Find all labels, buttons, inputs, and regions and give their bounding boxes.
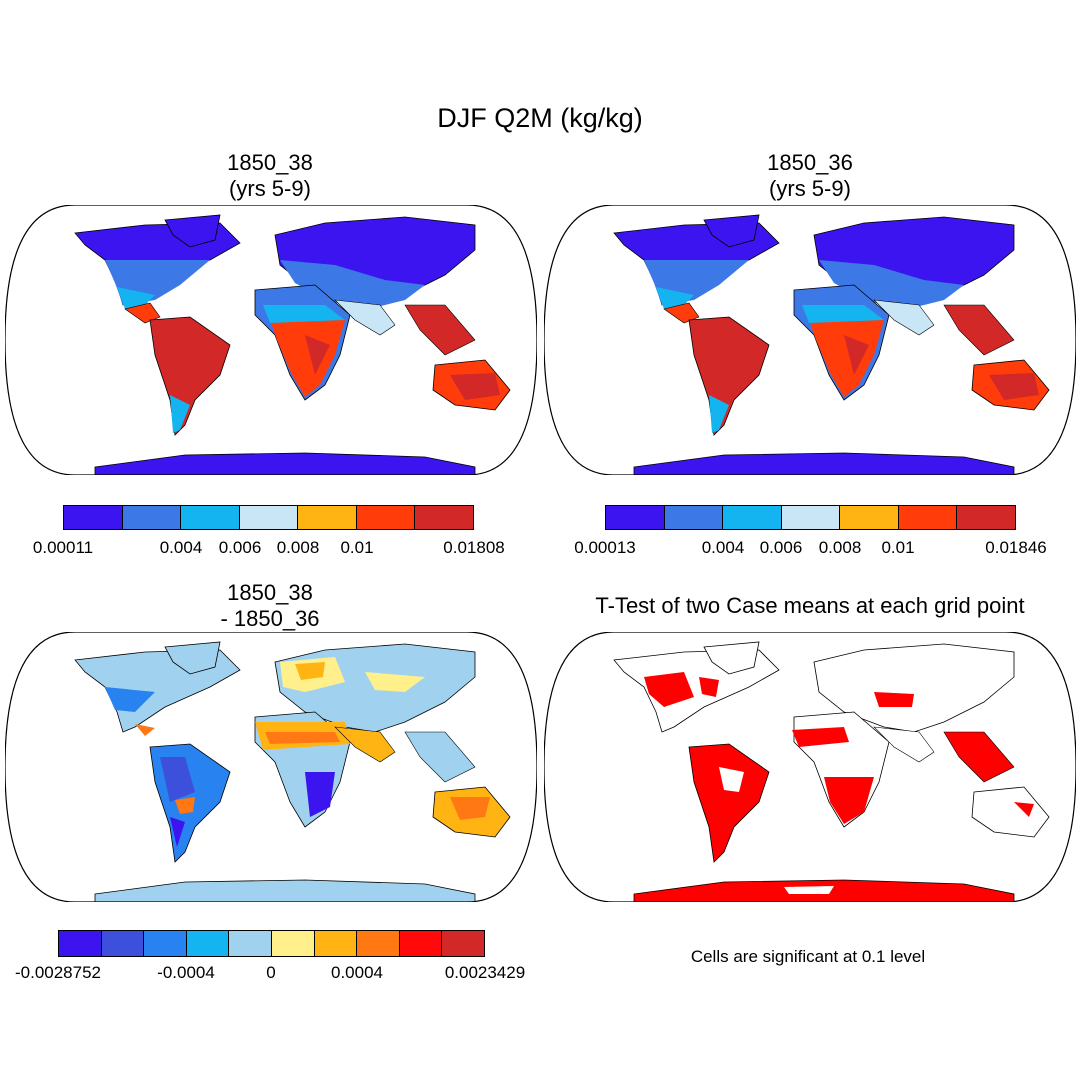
panel-2-title-line2: (yrs 5-9) xyxy=(769,176,851,201)
colorbar-swatch xyxy=(781,506,841,529)
panel-2-tick-0: 0.00013 xyxy=(574,538,636,557)
panel-3-tick-0: -0.0028752 xyxy=(14,963,102,982)
colorbar-swatch xyxy=(664,506,724,529)
antarctica xyxy=(94,452,476,475)
panel-1-colorbar xyxy=(63,505,474,530)
colorbar-swatch xyxy=(957,506,1016,529)
colorbar-swatch xyxy=(898,506,958,529)
panel-1-tick-1: 0.004 xyxy=(159,538,203,557)
panel-2-colorbar xyxy=(605,505,1016,530)
panel-2-tick-2: 0.006 xyxy=(759,538,803,557)
colorbar-swatch xyxy=(840,506,899,529)
panel-1-map xyxy=(5,205,537,475)
greenland xyxy=(164,214,221,248)
panel-3-tick-2: 0 xyxy=(266,963,276,982)
panel-3-title: 1850_38 - 1850_36 xyxy=(220,580,319,632)
colorbar-swatch xyxy=(606,506,665,529)
panel-4-title: T-Test of two Case means at each grid po… xyxy=(595,593,1025,618)
panel-3-title-line2: - 1850_36 xyxy=(220,606,320,631)
colorbar-swatch xyxy=(229,931,272,956)
colorbar-swatch xyxy=(101,931,145,956)
colorbar-swatch xyxy=(298,506,357,529)
panel-1-tick-3: 0.008 xyxy=(276,538,320,557)
panel-1-title-line2: (yrs 5-9) xyxy=(229,176,311,201)
panel-1-tick-4: 0.01 xyxy=(340,538,374,557)
panel-2-title: 1850_36 (yrs 5-9) xyxy=(767,150,853,202)
colorbar-swatch xyxy=(144,931,187,956)
panel-1-tick-0: 0.00011 xyxy=(32,538,94,557)
panel-3-tick-4: 0.0023429 xyxy=(444,963,526,982)
antarctica xyxy=(94,879,476,902)
eurasia xyxy=(813,643,1015,733)
panel-3-map xyxy=(5,632,537,902)
significance-note: Cells are significant at 0.1 level xyxy=(690,947,926,966)
colorbar-swatch xyxy=(357,931,400,956)
colorbar-swatch xyxy=(356,506,416,529)
panel-3-tick-1: -0.0004 xyxy=(157,963,215,982)
greenland xyxy=(164,641,221,675)
colorbar-swatch xyxy=(64,506,123,529)
panel-2-tick-1: 0.004 xyxy=(701,538,745,557)
south-america xyxy=(149,316,231,436)
south-america xyxy=(688,743,770,863)
colorbar-swatch xyxy=(186,931,230,956)
panel-2-map xyxy=(544,205,1076,475)
greenland xyxy=(703,214,760,248)
colorbar-swatch xyxy=(415,506,474,529)
colorbar-swatch xyxy=(271,931,315,956)
colorbar-swatch xyxy=(239,506,299,529)
panel-2-tick-5: 0.01846 xyxy=(985,538,1047,557)
panel-1-title-line1: 1850_38 xyxy=(227,150,313,175)
panel-2-title-line1: 1850_36 xyxy=(767,150,853,175)
panel-1-title: 1850_38 (yrs 5-9) xyxy=(227,150,313,202)
panel-1-tick-5: 0.01808 xyxy=(443,538,505,557)
panel-2-tick-4: 0.01 xyxy=(881,538,915,557)
panel-3-title-line1: 1850_38 xyxy=(227,580,313,605)
panel-3-colorbar xyxy=(58,930,485,957)
greenland xyxy=(703,641,760,675)
colorbar-swatch xyxy=(314,931,358,956)
panel-3-tick-3: 0.0004 xyxy=(331,963,383,982)
antarctica xyxy=(633,452,1015,475)
panel-1-tick-2: 0.006 xyxy=(218,538,262,557)
colorbar-swatch xyxy=(122,506,182,529)
figure-title: DJF Q2M (kg/kg) xyxy=(437,103,643,133)
panel-2-tick-3: 0.008 xyxy=(818,538,862,557)
colorbar-swatch xyxy=(59,931,102,956)
colorbar-swatch xyxy=(442,931,484,956)
colorbar-swatch xyxy=(723,506,782,529)
colorbar-swatch xyxy=(181,506,240,529)
australia xyxy=(971,786,1050,838)
colorbar-swatch xyxy=(399,931,443,956)
south-america xyxy=(688,316,770,436)
panel-4-map xyxy=(544,632,1076,902)
